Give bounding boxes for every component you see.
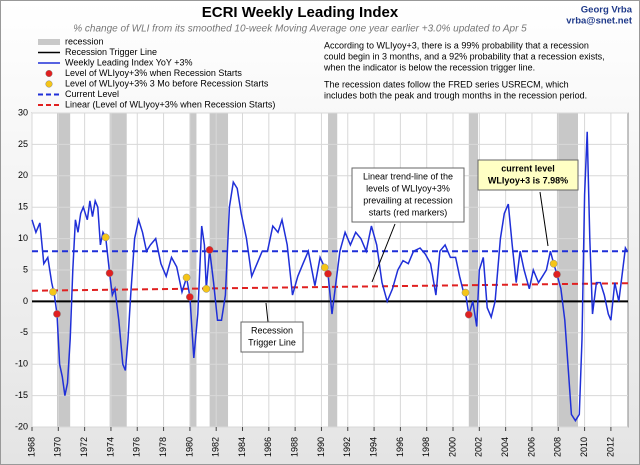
legend-label: Current Level <box>65 89 119 99</box>
marker <box>49 288 57 296</box>
x-tick-label: 2004 <box>500 437 510 457</box>
x-tick-label: 2012 <box>605 437 615 457</box>
marker <box>101 233 110 242</box>
x-tick-label: 1968 <box>26 437 36 457</box>
x-tick-label: 1970 <box>53 437 63 457</box>
y-tick-label: -15 <box>15 390 28 400</box>
info-text: could begin in 3 months, and a 92% proba… <box>324 51 605 61</box>
x-tick-label: 2002 <box>474 437 484 457</box>
x-tick-label: 2006 <box>526 437 536 457</box>
y-tick-label: -5 <box>20 327 28 337</box>
x-tick-label: 1976 <box>132 437 142 457</box>
marker <box>186 293 194 301</box>
y-tick-label: 20 <box>18 170 28 180</box>
legend-swatch <box>45 80 53 88</box>
x-tick-label: 1990 <box>316 437 326 457</box>
marker <box>105 269 114 277</box>
y-tick-label: 10 <box>18 233 28 243</box>
x-tick-label: 1972 <box>79 437 89 457</box>
author-email: vrba@snet.net <box>566 16 633 27</box>
legend-swatch <box>38 39 60 45</box>
x-tick-label: 1996 <box>395 437 405 457</box>
y-tick-label: 15 <box>18 202 28 212</box>
x-tick-label: 2008 <box>553 437 563 457</box>
chart-title: ECRI Weekly Leading Index <box>202 4 399 21</box>
y-tick-label: -10 <box>15 359 28 369</box>
annotation-text: Trigger Line <box>248 337 296 347</box>
annotation-box <box>240 321 304 353</box>
x-tick-label: 1998 <box>421 437 431 457</box>
marker <box>324 269 332 278</box>
x-tick-label: 1988 <box>290 437 300 457</box>
marker <box>205 246 214 254</box>
y-tick-label: 25 <box>18 139 28 149</box>
x-tick-label: 1984 <box>237 437 247 457</box>
annotation-text: current level <box>501 163 555 173</box>
annotation-text: Recession <box>251 325 293 335</box>
annotation-box <box>351 167 465 223</box>
legend-label: Recession Trigger Line <box>65 47 157 57</box>
x-tick-label: 1992 <box>342 437 352 457</box>
y-tick-label: 30 <box>18 107 28 117</box>
marker <box>320 263 329 272</box>
legend-label: recession <box>65 36 104 46</box>
annotation-arrow <box>539 191 549 247</box>
x-tick-label: 1986 <box>263 437 273 457</box>
marker <box>549 259 558 268</box>
x-tick-label: 2010 <box>579 437 589 457</box>
info-text: when the indicator is below the recessio… <box>323 62 535 72</box>
annotation-arrow <box>371 223 396 283</box>
x-tick-label: 1974 <box>105 437 115 457</box>
legend-label: Level of WLIyoy+3% when Recession Starts <box>65 68 242 78</box>
annotation-text: starts (red markers) <box>369 207 448 217</box>
x-tick-label: 1980 <box>184 437 194 457</box>
marker <box>464 310 473 319</box>
x-tick-label: 1994 <box>368 437 378 457</box>
marker <box>182 273 191 282</box>
annotation-text: levels of WLIyoy+3% <box>366 183 450 193</box>
annotation-text: Linear trend-line of the <box>363 171 453 181</box>
author: Georg Vrba <box>581 5 633 16</box>
legend-label: Linear (Level of WLIyoy+3% when Recessio… <box>65 99 275 109</box>
annotation-box <box>477 159 579 191</box>
y-tick-label: -20 <box>15 421 28 431</box>
chart-subtitle: % change of WLI from its smoothed 10-wee… <box>73 24 527 35</box>
x-tick-label: 2000 <box>447 437 457 457</box>
x-tick-label: 1982 <box>211 437 221 457</box>
info-text: According to WLIyoy+3, there is a 99% pr… <box>324 40 589 50</box>
info-text: The recession dates follow the FRED seri… <box>324 79 569 89</box>
marker <box>461 288 470 297</box>
marker <box>553 270 561 279</box>
legend-label: Level of WLIyoy+3% 3 Mo before Recession… <box>65 78 269 88</box>
annotation-text: prevailing at recession <box>363 195 453 205</box>
info-text: includes both the peak and trough months… <box>324 90 587 100</box>
annotation-arrow <box>265 302 269 323</box>
legend-swatch <box>45 69 53 78</box>
y-tick-label: 0 <box>23 296 28 306</box>
marker <box>53 310 61 318</box>
annotation-text: WLIyoy+3 is 7.98% <box>488 175 568 185</box>
x-tick-label: 1978 <box>158 437 168 457</box>
y-tick-label: 5 <box>23 264 28 274</box>
legend-label: Weekly Leading Index YoY +3% <box>65 57 193 67</box>
marker <box>202 284 211 293</box>
